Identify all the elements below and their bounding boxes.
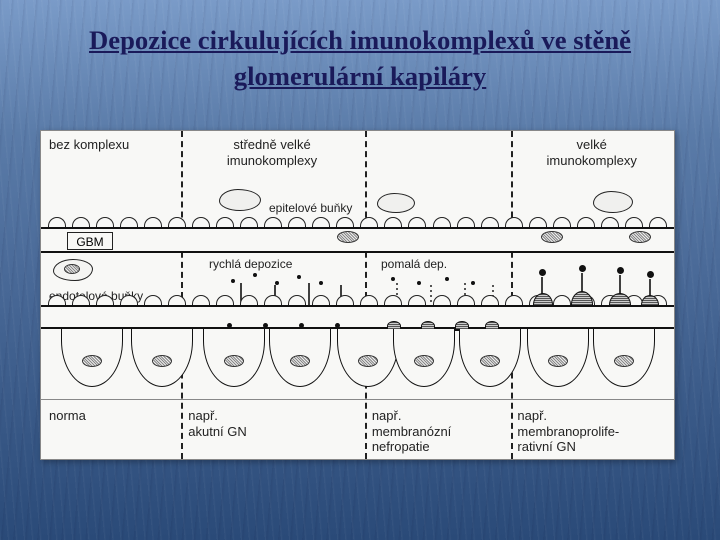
endothelial-cell [53, 259, 93, 281]
complex-dot [391, 277, 395, 281]
gbm-label-box: GBM [67, 232, 113, 250]
complex-dot [253, 273, 257, 277]
complex-dot [297, 275, 301, 279]
complex-dot [231, 279, 235, 283]
epithelial-label: epitelové buňky [269, 201, 352, 215]
large-complex [539, 269, 546, 276]
complex-dot [471, 281, 475, 285]
foot-processes-upper [45, 217, 670, 227]
gbm-label: GBM [76, 235, 103, 249]
complex-dot [417, 281, 421, 285]
epithelial-cell [219, 189, 261, 211]
deposit-dot [263, 323, 268, 328]
large-complex [579, 265, 586, 272]
footer-cell: např. akutní GN [180, 400, 364, 467]
nucleus [629, 231, 651, 243]
footer-cell: norma [41, 400, 180, 467]
header-cell: velké imunokomplexy [509, 131, 674, 174]
header-cell: středně velké imunokomplexy [180, 131, 364, 174]
header-row: bez komplexu středně velké imunokomplexy… [41, 131, 674, 174]
slow-deposition-label: pomalá dep. [381, 257, 447, 271]
large-complex [647, 271, 654, 278]
epithelial-cell [593, 191, 633, 213]
header-cell [364, 131, 510, 174]
title-line-1: Depozice cirkulujících imunokomplexů ve … [89, 25, 631, 55]
deposit-dot [335, 323, 340, 328]
title-line-2: glomerulární kapiláry [234, 61, 487, 91]
complex-dot [275, 281, 279, 285]
diagram-frame: bez komplexu středně velké imunokomplexy… [40, 130, 675, 460]
footer-cell: např. membranózní nefropatie [364, 400, 510, 467]
deposit-dot [227, 323, 232, 328]
epithelial-cell [377, 193, 415, 213]
deposit-mound [571, 291, 593, 307]
complex-dot [319, 281, 323, 285]
deposit-dot [299, 323, 304, 328]
nucleus [337, 231, 359, 243]
gbm-lower-band [41, 305, 674, 329]
footer-row: norma např. akutní GN např. membranózní … [41, 399, 674, 467]
footer-cell: např. membranoprolife- rativní GN [509, 400, 674, 467]
header-cell: bez komplexu [41, 131, 180, 174]
complex-dot [445, 277, 449, 281]
nucleus [541, 231, 563, 243]
large-complex [617, 267, 624, 274]
page-title: Depozice cirkulujících imunokomplexů ve … [0, 0, 720, 94]
fast-deposition-label: rychlá depozice [209, 257, 292, 271]
